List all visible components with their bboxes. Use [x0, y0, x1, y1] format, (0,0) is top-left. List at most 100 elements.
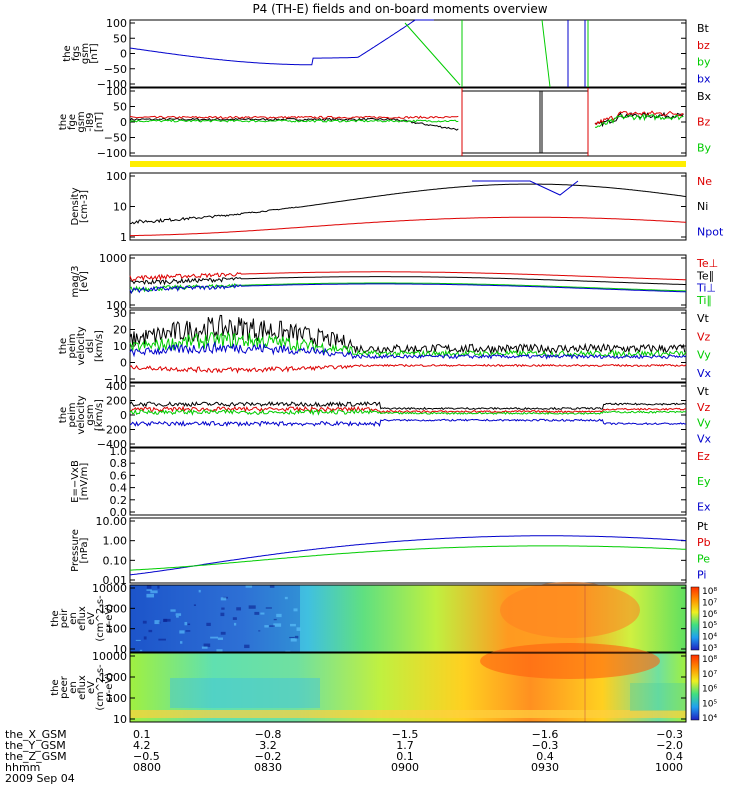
spectrogram-peak-region — [480, 643, 660, 679]
legend-entry: Pt — [697, 520, 709, 533]
spectrogram-pixel — [254, 611, 260, 615]
spectrogram-pixel — [157, 585, 160, 589]
series-bx-line — [594, 111, 684, 128]
spectrogram-pixel — [187, 623, 191, 626]
spectrogram-pixel — [180, 641, 183, 644]
panel-frame — [129, 19, 687, 88]
y-tick-label: −100 — [97, 78, 127, 91]
y-tick-label: 10 — [113, 201, 127, 214]
panel-elec_spec: 10⁸ 10⁷ 10⁶ 10⁵ 10⁴ 10000 1000 100 10 thepeerenef… — [50, 643, 717, 726]
panels-group: 100500−50−100thefgsgsm[nT]Btbzbybx100500… — [50, 17, 724, 726]
spectrogram-peak-region — [500, 582, 640, 638]
spectrogram-pixel — [294, 635, 299, 639]
spectrogram-pixel — [146, 593, 155, 598]
x-tick-value: −0.3 — [656, 728, 683, 741]
legend-entry: bx — [697, 72, 711, 85]
y-tick-label: 1000 — [99, 671, 127, 684]
y-tick-label: 1.0 — [110, 445, 128, 458]
series-pi-line — [129, 535, 687, 576]
spectrogram-pixel — [179, 630, 185, 634]
legend-entry: Bz — [697, 116, 711, 129]
y-axis-label-line: peir — [59, 608, 70, 628]
x-tick-value: −0.2 — [255, 750, 282, 763]
y-tick-label: 100 — [106, 299, 127, 312]
panel-frame — [129, 447, 687, 516]
spectrogram-pixel — [146, 589, 152, 591]
y-tick-label: 100 — [106, 692, 127, 705]
spectrogram-pixel — [273, 618, 277, 621]
panel-frame — [129, 652, 687, 723]
x-tick-value: −0.5 — [133, 750, 160, 763]
spacecraft-status-bar — [130, 161, 686, 167]
spectrogram-pixel — [135, 639, 141, 641]
panel-frame — [129, 172, 687, 241]
series-vy-line — [129, 331, 687, 359]
series-npot-line — [472, 180, 579, 196]
y-tick-label: −50 — [104, 132, 127, 145]
legend-entry: Ex — [697, 500, 711, 513]
spectrogram-pixel — [290, 638, 297, 642]
y-tick-label: 100 — [106, 85, 127, 98]
spectrogram-pixel — [217, 637, 224, 640]
spectrogram-pixel — [264, 625, 269, 628]
y-tick-label: −50 — [104, 63, 127, 76]
y-axis-label-line: eflux — [77, 606, 88, 631]
y-tick-label: 0.4 — [110, 482, 128, 495]
spectrogram-pixel — [203, 643, 211, 647]
x-tick-value: 1000 — [655, 761, 683, 774]
y-tick-label: 10.00 — [96, 515, 128, 528]
y-tick-label: −200 — [97, 424, 127, 437]
spectrogram-pixel — [158, 638, 166, 641]
y-axis-label-line: eflux — [77, 675, 88, 700]
y-tick-label: 200 — [106, 395, 127, 408]
y-tick-label: 0.0 — [110, 506, 128, 519]
colorbar-tick-label: 10⁶ — [702, 685, 717, 695]
colorbar-tick-label: 10⁷ — [702, 670, 717, 680]
panel-efield: 1.00.80.60.40.20.0 E=−VxB[mV/m] Ez Ey Ex — [70, 445, 711, 519]
colorbar-tick-label: 10⁸ — [702, 655, 717, 665]
spectrogram-pixel — [154, 620, 160, 625]
panel-frame — [129, 382, 687, 448]
colorbar-tick-label: 10⁷ — [702, 598, 717, 608]
y-axis-label-line: eV — [86, 681, 97, 694]
colorbar-tick-label: 10³ — [702, 644, 717, 654]
colorbar-tick-label: 10⁵ — [702, 699, 717, 709]
x-tick-value: 0900 — [391, 761, 419, 774]
y-axis-label-line: peim — [67, 333, 78, 358]
legend-entry: Vy — [697, 349, 711, 362]
spectrogram-pixel — [290, 623, 296, 627]
y-axis-label-line: -l89 — [85, 112, 96, 131]
y-tick-label: 10000 — [92, 650, 127, 663]
y-tick-label: 400 — [106, 380, 127, 393]
spectrogram-pixel — [184, 621, 188, 626]
spectrogram-pixel — [276, 613, 282, 618]
spectrogram-pixel — [220, 612, 225, 617]
series-vt-line — [129, 400, 687, 411]
legend-entry: Pe — [697, 552, 710, 565]
series-by-line — [129, 119, 459, 123]
y-tick-label: 1000 — [99, 602, 127, 615]
series-vz-line — [129, 405, 687, 414]
spectrogram-pixel — [236, 607, 242, 611]
spectrogram-pixel — [201, 646, 208, 649]
y-axis-label-line: peer — [59, 675, 70, 699]
spectrogram-pixel — [210, 636, 219, 639]
y-axis-label-line: en — [68, 681, 79, 694]
y-tick-label: 100 — [106, 17, 127, 30]
y-axis-label-line: eV — [86, 612, 97, 625]
date-label: 2009 Sep 04 — [5, 772, 75, 785]
x-tick-value: 0.1 — [396, 750, 414, 763]
series-data-gap-box — [461, 90, 543, 154]
y-axis-label-line: gsm — [80, 43, 91, 64]
colorbar-tick-label: 10⁴ — [702, 714, 717, 724]
spectrogram-pixel — [146, 585, 152, 589]
y-axis-label-line: [nT] — [89, 43, 100, 63]
legend-entry: Pb — [697, 536, 711, 549]
series-by-line — [594, 113, 684, 128]
y-tick-label: 0 — [120, 409, 127, 422]
y-axis-label-line: the — [58, 114, 69, 130]
spectrogram-pixel — [206, 622, 211, 627]
